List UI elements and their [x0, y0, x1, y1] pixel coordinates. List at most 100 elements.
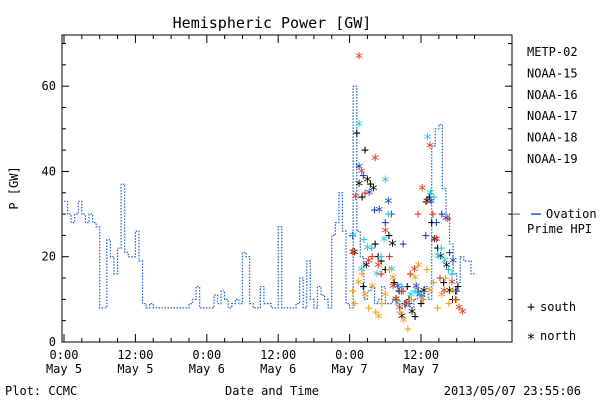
- data-point: +: [385, 228, 393, 243]
- data-point: +: [386, 263, 394, 278]
- symbol-legend-glyph: *: [526, 330, 535, 348]
- data-point: +: [387, 207, 395, 222]
- y-tick-label: 0: [49, 335, 56, 349]
- data-point: +: [440, 275, 448, 290]
- data-point: *: [458, 304, 468, 323]
- data-point: *: [348, 227, 358, 246]
- data-point: +: [392, 292, 400, 307]
- data-point: *: [454, 300, 464, 319]
- data-point: +: [434, 241, 442, 256]
- data-point: +: [365, 301, 373, 316]
- x-tick-date-label: May 5: [117, 362, 153, 376]
- data-point: +: [448, 267, 456, 282]
- data-point: +: [403, 280, 411, 295]
- data-point: +: [393, 292, 401, 307]
- data-point: +: [433, 216, 441, 231]
- legend-entry: NOAA-19: [527, 152, 578, 166]
- data-point: +: [368, 241, 376, 256]
- data-point: +: [349, 284, 357, 299]
- data-point: +: [399, 284, 407, 299]
- data-point: +: [414, 207, 422, 222]
- data-point: +: [452, 292, 460, 307]
- data-point: *: [369, 181, 379, 200]
- data-point: *: [426, 193, 436, 212]
- data-point: *: [410, 262, 420, 281]
- x-tick-date-label: May 5: [46, 362, 82, 376]
- data-point: *: [360, 287, 370, 306]
- data-point: +: [446, 245, 454, 260]
- data-point: *: [433, 249, 443, 268]
- legend-entry: NOAA-17: [527, 109, 578, 123]
- data-point: +: [417, 297, 425, 312]
- y-tick-label: 20: [42, 250, 56, 264]
- y-tick-label: 60: [42, 79, 56, 93]
- data-point: *: [363, 240, 373, 259]
- data-point: +: [358, 267, 366, 282]
- data-point: *: [354, 48, 364, 67]
- data-point: +: [444, 211, 452, 226]
- ovation-legend-label: Prime HPI: [527, 222, 592, 236]
- data-point: +: [454, 280, 462, 295]
- data-point: +: [430, 190, 438, 205]
- data-point: +: [359, 169, 367, 184]
- data-point: +: [445, 297, 453, 312]
- x-tick-time-label: 0:00: [335, 348, 364, 362]
- data-point: *: [364, 253, 374, 272]
- data-point: +: [398, 280, 406, 295]
- data-point: +: [419, 292, 427, 307]
- data-point: +: [361, 186, 369, 201]
- x-tick-time-label: 12:00: [260, 348, 296, 362]
- plot-frame: [61, 34, 513, 343]
- data-point: +: [430, 275, 438, 290]
- symbol-legend-label: north: [540, 329, 576, 343]
- data-point: +: [378, 297, 386, 312]
- data-point: +: [404, 322, 412, 337]
- x-axis-label: Date and Time: [225, 384, 319, 398]
- data-point: *: [432, 232, 442, 251]
- data-point: +: [377, 250, 385, 265]
- data-point: +: [377, 254, 385, 269]
- series-noaa-18: ++*+*+*+*+*+*++*++**++*++*++*+: [349, 257, 461, 337]
- data-point: *: [445, 283, 455, 302]
- data-point: *: [374, 308, 384, 327]
- data-point: *: [354, 176, 364, 195]
- data-point: *: [426, 185, 436, 204]
- data-point: *: [423, 129, 433, 148]
- data-point: +: [390, 275, 398, 290]
- data-point: +: [386, 250, 394, 265]
- data-point: +: [360, 233, 368, 248]
- data-point: *: [447, 274, 457, 293]
- data-point: *: [361, 257, 371, 276]
- legend-entry: METP-02: [527, 45, 578, 59]
- legend-entry: NOAA-16: [527, 88, 578, 102]
- data-point: +: [449, 292, 457, 307]
- data-point: +: [408, 292, 416, 307]
- data-point: +: [371, 203, 379, 218]
- data-point: +: [444, 263, 452, 278]
- data-point: *: [348, 244, 358, 263]
- data-point: *: [402, 296, 412, 315]
- data-point: +: [428, 216, 436, 231]
- data-point: *: [425, 138, 435, 157]
- data-point: +: [368, 250, 376, 265]
- data-point: +: [372, 305, 380, 320]
- data-point: +: [381, 216, 389, 231]
- data-point: *: [363, 172, 373, 191]
- data-point: +: [374, 250, 382, 265]
- data-point: *: [393, 296, 403, 315]
- data-point: *: [442, 257, 452, 276]
- ovation-series: [64, 85, 475, 309]
- data-point: *: [354, 117, 364, 136]
- data-point: +: [414, 284, 422, 299]
- data-point: +: [384, 207, 392, 222]
- data-point: *: [422, 193, 432, 212]
- legend-entry: NOAA-18: [527, 131, 578, 145]
- data-point: *: [379, 232, 389, 251]
- legend-entry: NOAA-15: [527, 66, 578, 80]
- data-point: +: [405, 297, 413, 312]
- data-point: *: [419, 283, 429, 302]
- ovation-hpi-line: [64, 85, 475, 309]
- data-point: +: [396, 305, 404, 320]
- data-point: +: [361, 143, 369, 158]
- data-point: +: [381, 263, 389, 278]
